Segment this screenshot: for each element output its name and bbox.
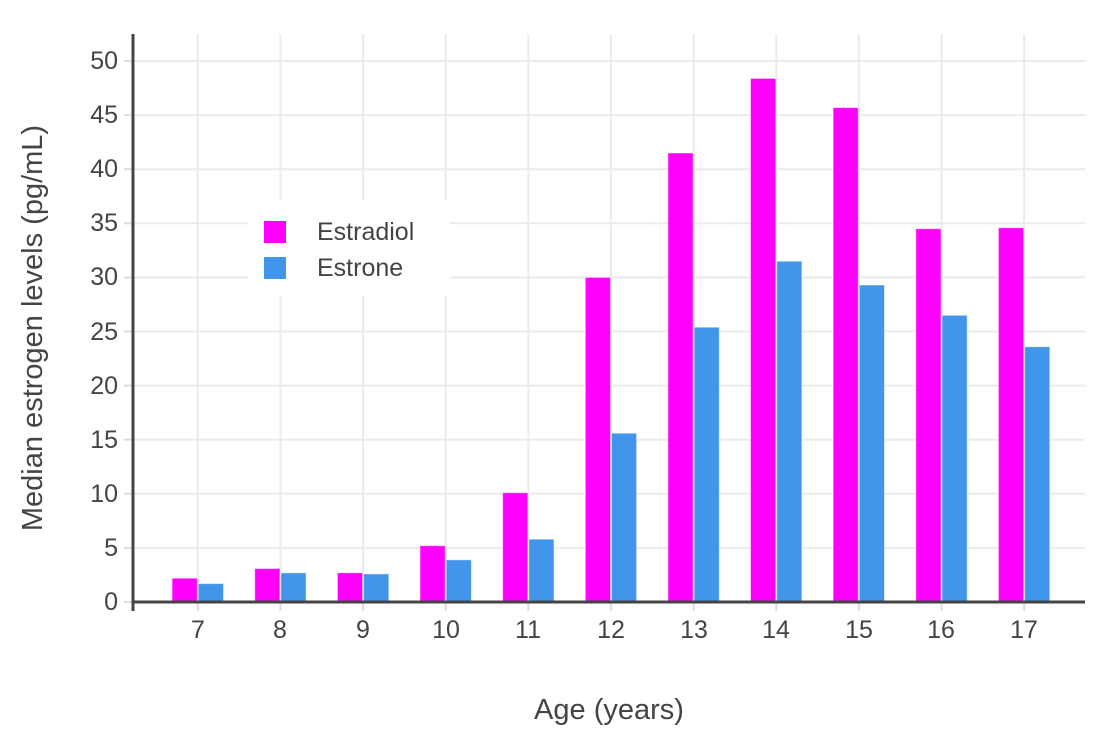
x-tick-label: 14	[762, 616, 790, 644]
legend-item-estrone[interactable]: Estrone	[264, 250, 450, 286]
x-tick-label: 11	[515, 616, 541, 644]
legend-label-estrone: Estrone	[317, 253, 404, 282]
y-tick-label: 20	[90, 372, 118, 400]
bar-estradiol-11	[502, 492, 529, 603]
bar-estrone-15	[858, 284, 885, 603]
bar-estradiol-10	[419, 545, 446, 603]
bar-estrone-12	[610, 432, 638, 603]
bar-estrone-10	[445, 559, 472, 603]
estradiol-swatch-icon	[264, 221, 286, 243]
x-tick-label: 7	[191, 616, 205, 644]
y-tick-label: 0	[104, 588, 118, 616]
bar-estrone-13	[693, 326, 720, 603]
y-tick-label: 15	[90, 426, 118, 454]
y-tick-label: 10	[90, 480, 118, 508]
y-tick-label: 45	[90, 101, 118, 129]
bar-estradiol-7	[171, 577, 198, 603]
x-tick-label: 10	[432, 616, 460, 644]
bar-estradiol-15	[832, 107, 859, 603]
legend: Estradiol Estrone	[248, 200, 450, 296]
bar-estrone-7	[197, 583, 225, 603]
bar-estrone-11	[528, 538, 555, 603]
y-tick-label: 40	[90, 155, 118, 183]
x-tick-label: 16	[927, 616, 955, 644]
bar-estrone-9	[363, 573, 390, 603]
x-tick-label: 8	[273, 616, 287, 644]
x-tick-label: 9	[356, 616, 370, 644]
y-tick-label: 5	[104, 534, 118, 562]
plot-area	[124, 34, 1085, 611]
x-tick-label: 12	[597, 616, 625, 644]
bar-estradiol-16	[915, 228, 942, 603]
bar-estradiol-17	[997, 227, 1025, 603]
legend-item-estradiol[interactable]: Estradiol	[264, 214, 450, 250]
y-tick-label: 35	[90, 209, 118, 237]
bar-estradiol-13	[667, 152, 694, 603]
x-axis-title: Age (years)	[534, 694, 684, 726]
y-tick-label: 25	[90, 318, 118, 346]
bar-estradiol-14	[750, 77, 777, 603]
estrone-swatch-icon	[264, 257, 286, 279]
bar-estrone-17	[1024, 346, 1051, 603]
bar-estrone-16	[941, 314, 968, 603]
legend-label-estradiol: Estradiol	[317, 217, 415, 246]
x-tick-label: 17	[1010, 616, 1038, 644]
x-tick-label: 15	[845, 616, 873, 644]
y-tick-label: 50	[90, 47, 118, 75]
bar-estradiol-8	[254, 568, 281, 603]
bar-estrone-14	[776, 260, 803, 603]
bar-estradiol-12	[584, 276, 611, 603]
bar-estrone-8	[280, 572, 307, 603]
bar-estradiol-9	[336, 572, 364, 603]
x-tick-label: 13	[680, 616, 708, 644]
y-tick-label: 30	[90, 263, 118, 291]
